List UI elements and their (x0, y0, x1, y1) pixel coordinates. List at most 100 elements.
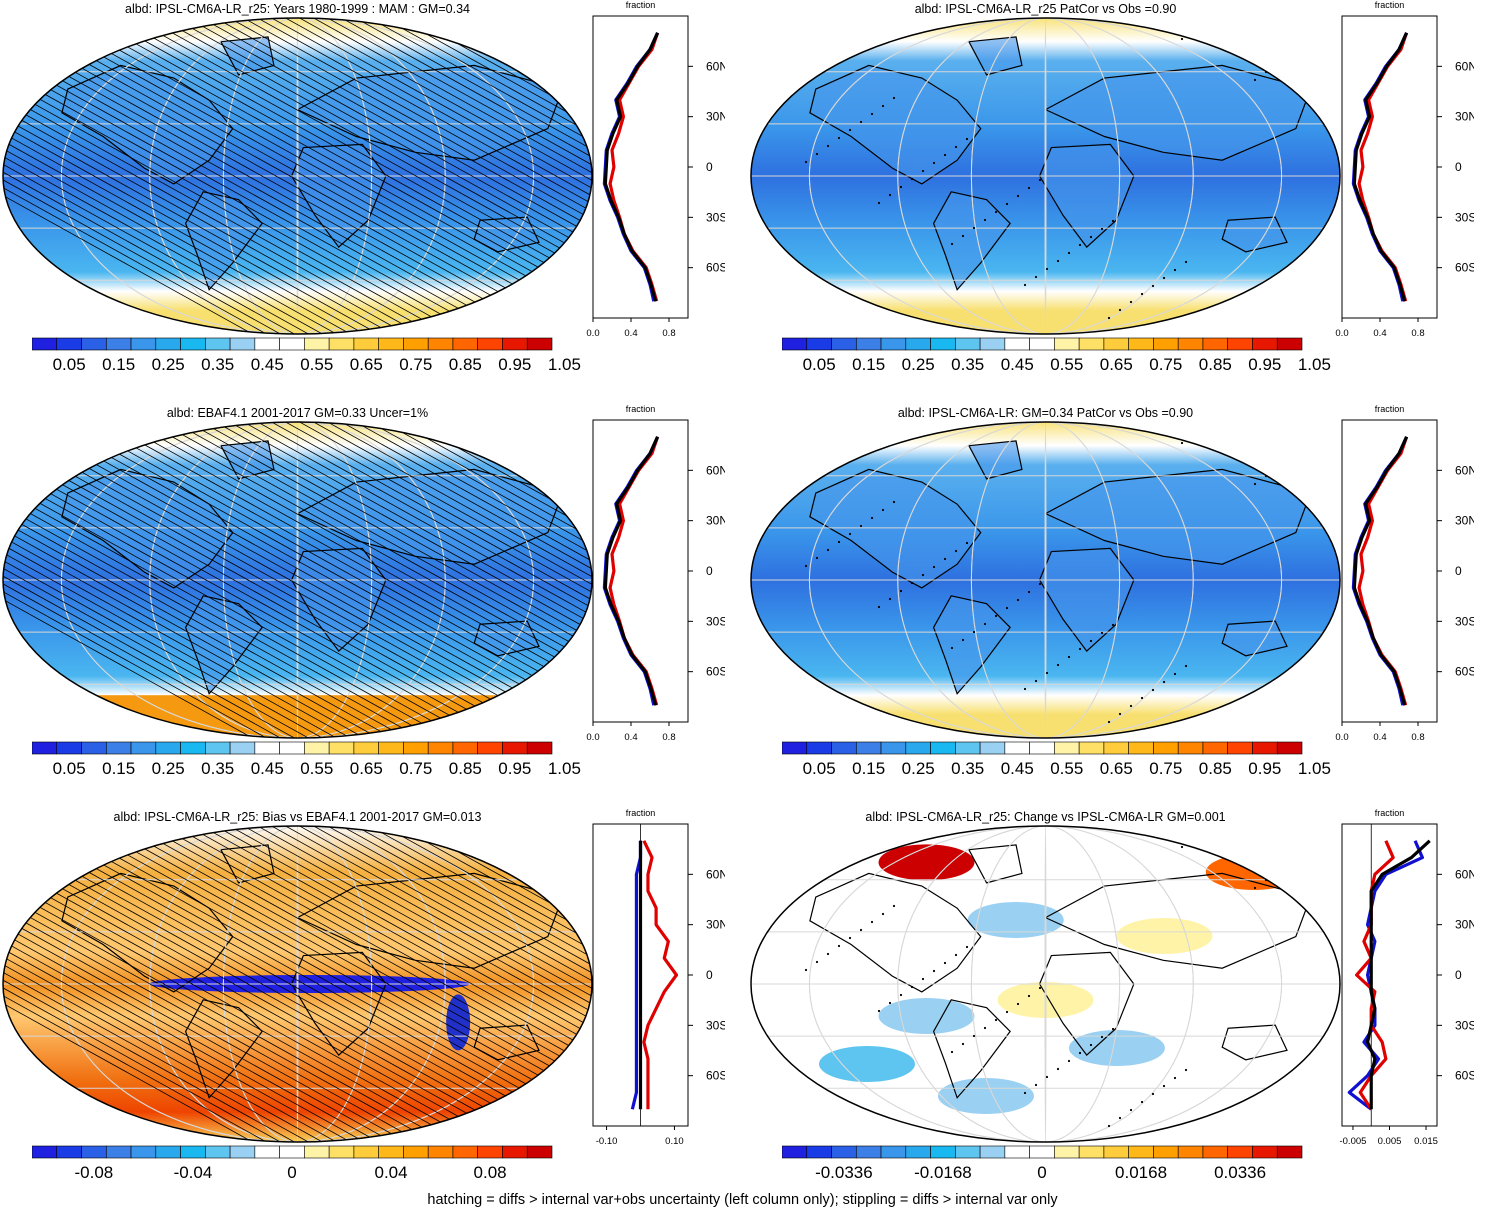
stipple-dot (1038, 986, 1042, 990)
hatch-line (3, 422, 285, 738)
hatch-line (3, 826, 383, 1142)
stipple-dot (892, 500, 896, 504)
hatch-line (351, 422, 592, 738)
stipple-dot (1326, 523, 1330, 527)
map-field (751, 18, 1340, 334)
stipple-dot (764, 903, 768, 907)
hatch-line (3, 826, 257, 1142)
hatch-line (3, 422, 383, 738)
stipple-dot (1107, 1124, 1111, 1128)
stipple-dot (870, 516, 874, 520)
hatch-line (3, 422, 565, 738)
stipple-dot (1257, 301, 1261, 305)
map-title: albd: IPSL-CM6A-LR_r25 PatCor vs Obs =0.… (914, 2, 1177, 16)
lat-tick-label: 60N (706, 463, 725, 477)
hatch-line (379, 18, 592, 334)
colorbar-tick-label: 0.05 (803, 759, 836, 778)
hatch-line (3, 18, 257, 334)
stipple-dot (1235, 1125, 1239, 1129)
hatch-line (3, 422, 411, 738)
coastline (1038, 143, 1135, 248)
colorbar-cell (353, 741, 379, 755)
stipple-dot (1286, 54, 1290, 58)
lat-tick-label: 30S (706, 1018, 725, 1032)
stipple-dot (837, 136, 841, 140)
hatch-line (3, 18, 579, 334)
stipple-dot (1027, 590, 1031, 594)
map-border (2, 825, 593, 1143)
map-svg (2, 421, 593, 739)
colorbar-cell (328, 1145, 355, 1159)
x-tick-label: 0.0 (586, 328, 599, 339)
stipple-dot (1191, 29, 1195, 33)
zonal-mean-plot: fraction 60N 30N 0 30S 60S 0.0 0.4 0.8 (1335, 0, 1474, 339)
longitude-line (296, 422, 299, 738)
colorbar-cell (477, 741, 503, 755)
hatch-line (365, 826, 592, 1142)
zonal-header: fraction (1375, 0, 1405, 10)
stipple-dot (753, 911, 757, 915)
colorbar-tick-label: 0.55 (300, 355, 333, 374)
x-tick-label: 0.0 (1335, 732, 1348, 743)
colorbar-cell (1276, 337, 1303, 351)
map-field (3, 18, 592, 334)
stipple-dot (848, 936, 852, 940)
map-svg (2, 825, 593, 1143)
stipple-dot (961, 638, 965, 642)
colorbar-tick-label: 0.05 (803, 355, 836, 374)
colorbar-cell (526, 741, 553, 755)
colorbar-cell (955, 337, 981, 351)
hatch-line (3, 18, 299, 334)
colorbar-cell (378, 337, 404, 351)
coastline (61, 468, 234, 589)
zonal-series-ref (1352, 32, 1409, 302)
hatch-line (3, 422, 439, 738)
stipple-dot (1319, 30, 1323, 34)
stipple-dot (797, 879, 801, 883)
hatch-line (225, 422, 592, 738)
colorbar-cell (1128, 337, 1154, 351)
hatch-line (239, 18, 592, 334)
anomaly-blob (878, 844, 975, 881)
hatch-line (3, 18, 285, 334)
colorbar-cell (955, 741, 981, 755)
stipple-dot (1151, 284, 1155, 288)
colorbar-cell (105, 741, 132, 755)
hatch-line (3, 18, 327, 334)
hatch-line (351, 826, 592, 1142)
longitude-line (897, 826, 1194, 1142)
hatch-line (267, 18, 592, 334)
stipple-dot (1089, 1043, 1093, 1047)
longitude-line (808, 18, 1283, 334)
colorbar-cell (1004, 741, 1030, 755)
hatch-line (337, 826, 592, 1142)
stipple-dot (1107, 316, 1111, 320)
hatch-line (295, 18, 592, 334)
colorbar-tick-label: 0.95 (498, 759, 531, 778)
hatch-line (3, 18, 411, 334)
colorbar-cell (502, 1145, 528, 1159)
x-tick-label: 0.4 (624, 328, 637, 339)
stipple-dot (1045, 267, 1049, 271)
stipple-dot (1224, 325, 1228, 329)
hatch-line (3, 826, 355, 1142)
colorbar-tick-label: 0.95 (498, 355, 531, 374)
stipple-dot (1184, 260, 1188, 264)
stipple-dot (1253, 482, 1257, 486)
stipple-dot (1246, 309, 1250, 313)
hatch-line (3, 422, 257, 738)
colorbar-cell (477, 1145, 503, 1159)
stipple-dot (932, 161, 936, 165)
hatch-line (197, 422, 592, 738)
stipple-dot (819, 55, 823, 59)
colorbar-tick-label: 0.85 (1199, 759, 1232, 778)
stipple-dot (1067, 1059, 1071, 1063)
stipple-dot (892, 96, 896, 100)
anomaly-blob (819, 1046, 915, 1082)
stipple-dot (888, 1001, 892, 1005)
hatch-line (3, 18, 397, 334)
stipple-dot (775, 87, 779, 91)
hatch-line (197, 826, 592, 1142)
lat-tick-label: 0 (706, 968, 713, 982)
stipple-dot (1089, 235, 1093, 239)
